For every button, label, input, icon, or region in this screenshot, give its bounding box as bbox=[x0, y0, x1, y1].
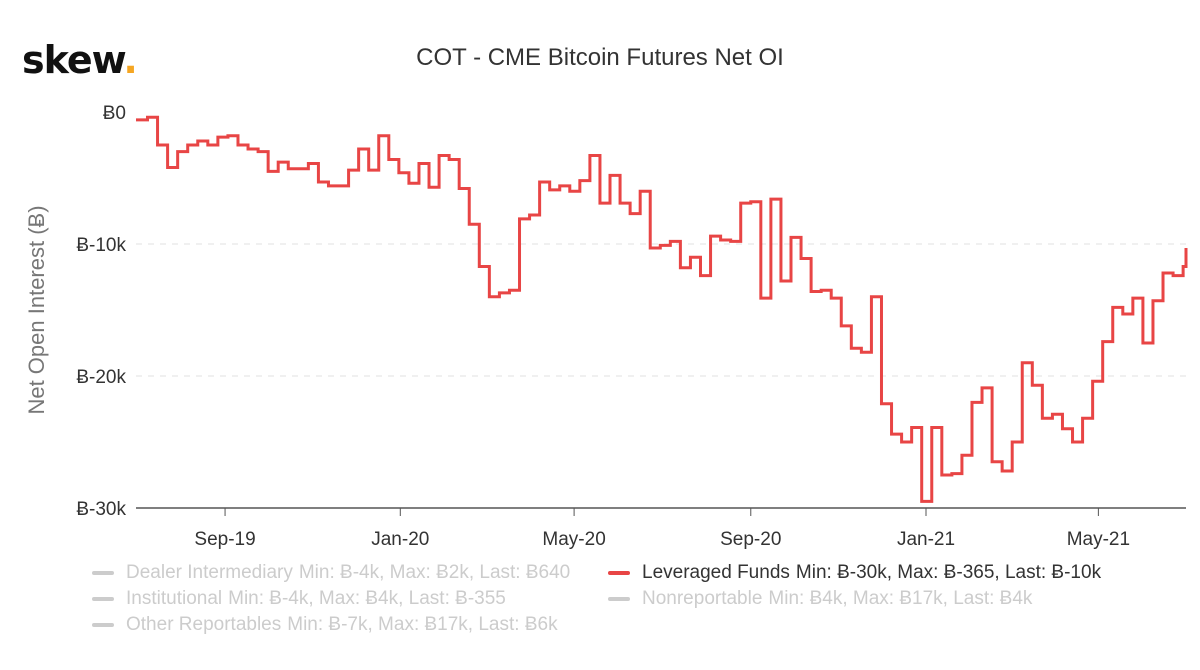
legend-item-leveraged-funds[interactable]: Leveraged Funds Min: Ƀ-30k, Max: Ƀ-365, L… bbox=[608, 562, 1101, 584]
y-tick-label: Ƀ0 bbox=[103, 103, 126, 124]
legend-item-nonreportable[interactable]: Nonreportable Min: Ƀ4k, Max: Ƀ17k, Last: … bbox=[608, 588, 1032, 610]
x-tick-label: May-20 bbox=[542, 529, 605, 550]
y-tick-label: Ƀ-10k bbox=[76, 235, 126, 256]
legend-label: Other Reportables bbox=[126, 614, 282, 635]
y-axis-label: Net Open Interest (Ƀ) bbox=[24, 205, 49, 414]
y-axis-ticks: Ƀ0 Ƀ-10k Ƀ-20k Ƀ-30k bbox=[76, 103, 126, 520]
legend-label: Leveraged Funds bbox=[642, 562, 790, 583]
x-tick-label: Jan-21 bbox=[897, 529, 955, 550]
legend-label: Nonreportable bbox=[642, 588, 763, 609]
x-axis-ticks: Sep-19 Jan-20 May-20 Sep-20 Jan-21 May-21 bbox=[194, 508, 1130, 550]
x-tick-label: Sep-20 bbox=[720, 529, 781, 550]
x-tick-label: Sep-19 bbox=[194, 529, 255, 550]
legend-stats: Min: Ƀ4k, Max: Ƀ17k, Last: Ƀ4k bbox=[768, 588, 1033, 609]
legend-stats: Min: Ƀ-30k, Max: Ƀ-365, Last: Ƀ-10k bbox=[795, 562, 1102, 583]
x-tick-label: Jan-20 bbox=[371, 529, 429, 550]
series-line-leveraged-funds[interactable] bbox=[136, 115, 1188, 503]
grid-lines bbox=[136, 243, 1186, 509]
x-tick-label: May-21 bbox=[1067, 529, 1130, 550]
y-tick-label: Ƀ-30k bbox=[76, 499, 126, 520]
legend-item-institutional[interactable]: Institutional Min: Ƀ-4k, Max: Ƀ4k, Last: … bbox=[92, 588, 506, 610]
legend-line-icon bbox=[92, 597, 114, 601]
legend-line-icon bbox=[608, 571, 630, 575]
series-group bbox=[136, 115, 1188, 503]
legend-stats: Min: Ƀ-7k, Max: Ƀ17k, Last: Ƀ6k bbox=[287, 614, 558, 635]
skew-logo: skew. bbox=[22, 38, 138, 82]
legend-stats: Min: Ƀ-4k, Max: Ƀ4k, Last: Ƀ-355 bbox=[228, 588, 506, 609]
legend-item-dealer-intermediary[interactable]: Dealer Intermediary Min: Ƀ-4k, Max: Ƀ2k, … bbox=[92, 562, 570, 584]
legend-line-icon bbox=[608, 597, 630, 601]
legend-item-other-reportables[interactable]: Other Reportables Min: Ƀ-7k, Max: Ƀ17k, L… bbox=[92, 614, 558, 636]
chart-title: COT - CME Bitcoin Futures Net OI bbox=[416, 44, 784, 71]
legend-line-icon bbox=[92, 571, 114, 575]
legend-line-icon bbox=[92, 623, 114, 627]
y-tick-label: Ƀ-20k bbox=[76, 367, 126, 388]
legend-label: Dealer Intermediary bbox=[126, 562, 293, 583]
legend-stats: Min: Ƀ-4k, Max: Ƀ2k, Last: Ƀ640 bbox=[298, 562, 571, 583]
legend-label: Institutional bbox=[126, 588, 223, 609]
